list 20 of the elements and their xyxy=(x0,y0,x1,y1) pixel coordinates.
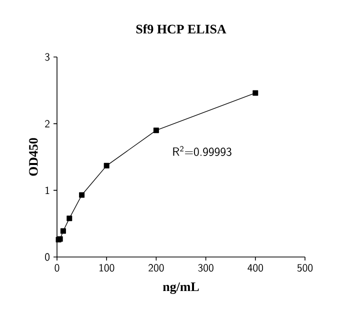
x-axis-title: ng/mL xyxy=(162,282,199,294)
y-tick-label: 3 xyxy=(45,53,50,61)
x-tick-label: 0 xyxy=(54,264,60,272)
y-tick-label: 2 xyxy=(45,120,50,128)
y-tick-label: 0 xyxy=(45,253,50,261)
x-tick-label: 300 xyxy=(198,264,214,272)
x-tick-label: 500 xyxy=(297,264,313,272)
x-tick-label: 400 xyxy=(248,264,263,272)
y-axis-title: OD450 xyxy=(29,138,38,176)
annotation: R$^{2}$=0.99993 xyxy=(173,146,232,156)
y-tick-label: 1 xyxy=(46,186,50,194)
point xyxy=(79,192,85,198)
chart-title: Sf9 HCP ELISA xyxy=(136,24,226,34)
x-tick-label: 100 xyxy=(100,264,114,272)
point xyxy=(104,162,110,168)
point xyxy=(66,216,72,222)
point xyxy=(60,228,66,234)
point xyxy=(153,128,159,134)
x-tick-label: 200 xyxy=(148,264,164,272)
point xyxy=(252,90,258,96)
